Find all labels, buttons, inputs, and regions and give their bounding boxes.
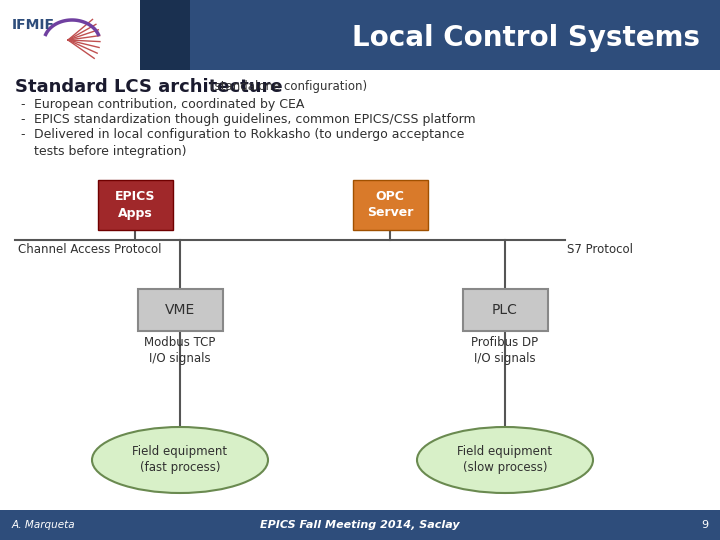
- Text: European contribution, coordinated by CEA: European contribution, coordinated by CE…: [34, 98, 305, 111]
- Text: (standalone configuration): (standalone configuration): [210, 80, 367, 93]
- Bar: [353, 180, 428, 230]
- Ellipse shape: [92, 427, 268, 493]
- Bar: [0, 0, 140, 70]
- Text: Modbus TCP
I/O signals: Modbus TCP I/O signals: [144, 336, 216, 365]
- Bar: [138, 289, 222, 331]
- Text: 9: 9: [701, 520, 708, 530]
- Bar: [462, 289, 547, 331]
- Bar: [140, 0, 190, 70]
- Text: EPICS
Apps: EPICS Apps: [114, 191, 156, 219]
- Text: OPC
Server: OPC Server: [366, 191, 413, 219]
- Bar: [0, 510, 720, 540]
- Text: Channel Access Protocol: Channel Access Protocol: [18, 243, 161, 256]
- Text: Delivered in local configuration to Rokkasho (to undergo acceptance
tests before: Delivered in local configuration to Rokk…: [34, 128, 464, 158]
- Text: EPICS Fall Meeting 2014, Saclay: EPICS Fall Meeting 2014, Saclay: [260, 520, 460, 530]
- Text: -: -: [20, 98, 24, 111]
- Text: Field equipment
(fast process): Field equipment (fast process): [132, 446, 228, 475]
- Text: Profibus DP
I/O signals: Profibus DP I/O signals: [472, 336, 539, 365]
- Text: PLC: PLC: [492, 303, 518, 317]
- Text: Local Control Systems: Local Control Systems: [352, 24, 700, 52]
- Text: EPICS standardization though guidelines, common EPICS/CSS platform: EPICS standardization though guidelines,…: [34, 113, 476, 126]
- Bar: [140, 0, 720, 70]
- Bar: [97, 180, 173, 230]
- Text: IFMIF: IFMIF: [12, 18, 55, 32]
- Ellipse shape: [417, 427, 593, 493]
- Text: Field equipment
(slow process): Field equipment (slow process): [457, 446, 552, 475]
- Text: -: -: [20, 128, 24, 141]
- Text: S7 Protocol: S7 Protocol: [567, 243, 633, 256]
- Text: Standard LCS architecture: Standard LCS architecture: [15, 78, 283, 96]
- Text: -: -: [20, 113, 24, 126]
- Text: VME: VME: [165, 303, 195, 317]
- Text: A. Marqueta: A. Marqueta: [12, 520, 76, 530]
